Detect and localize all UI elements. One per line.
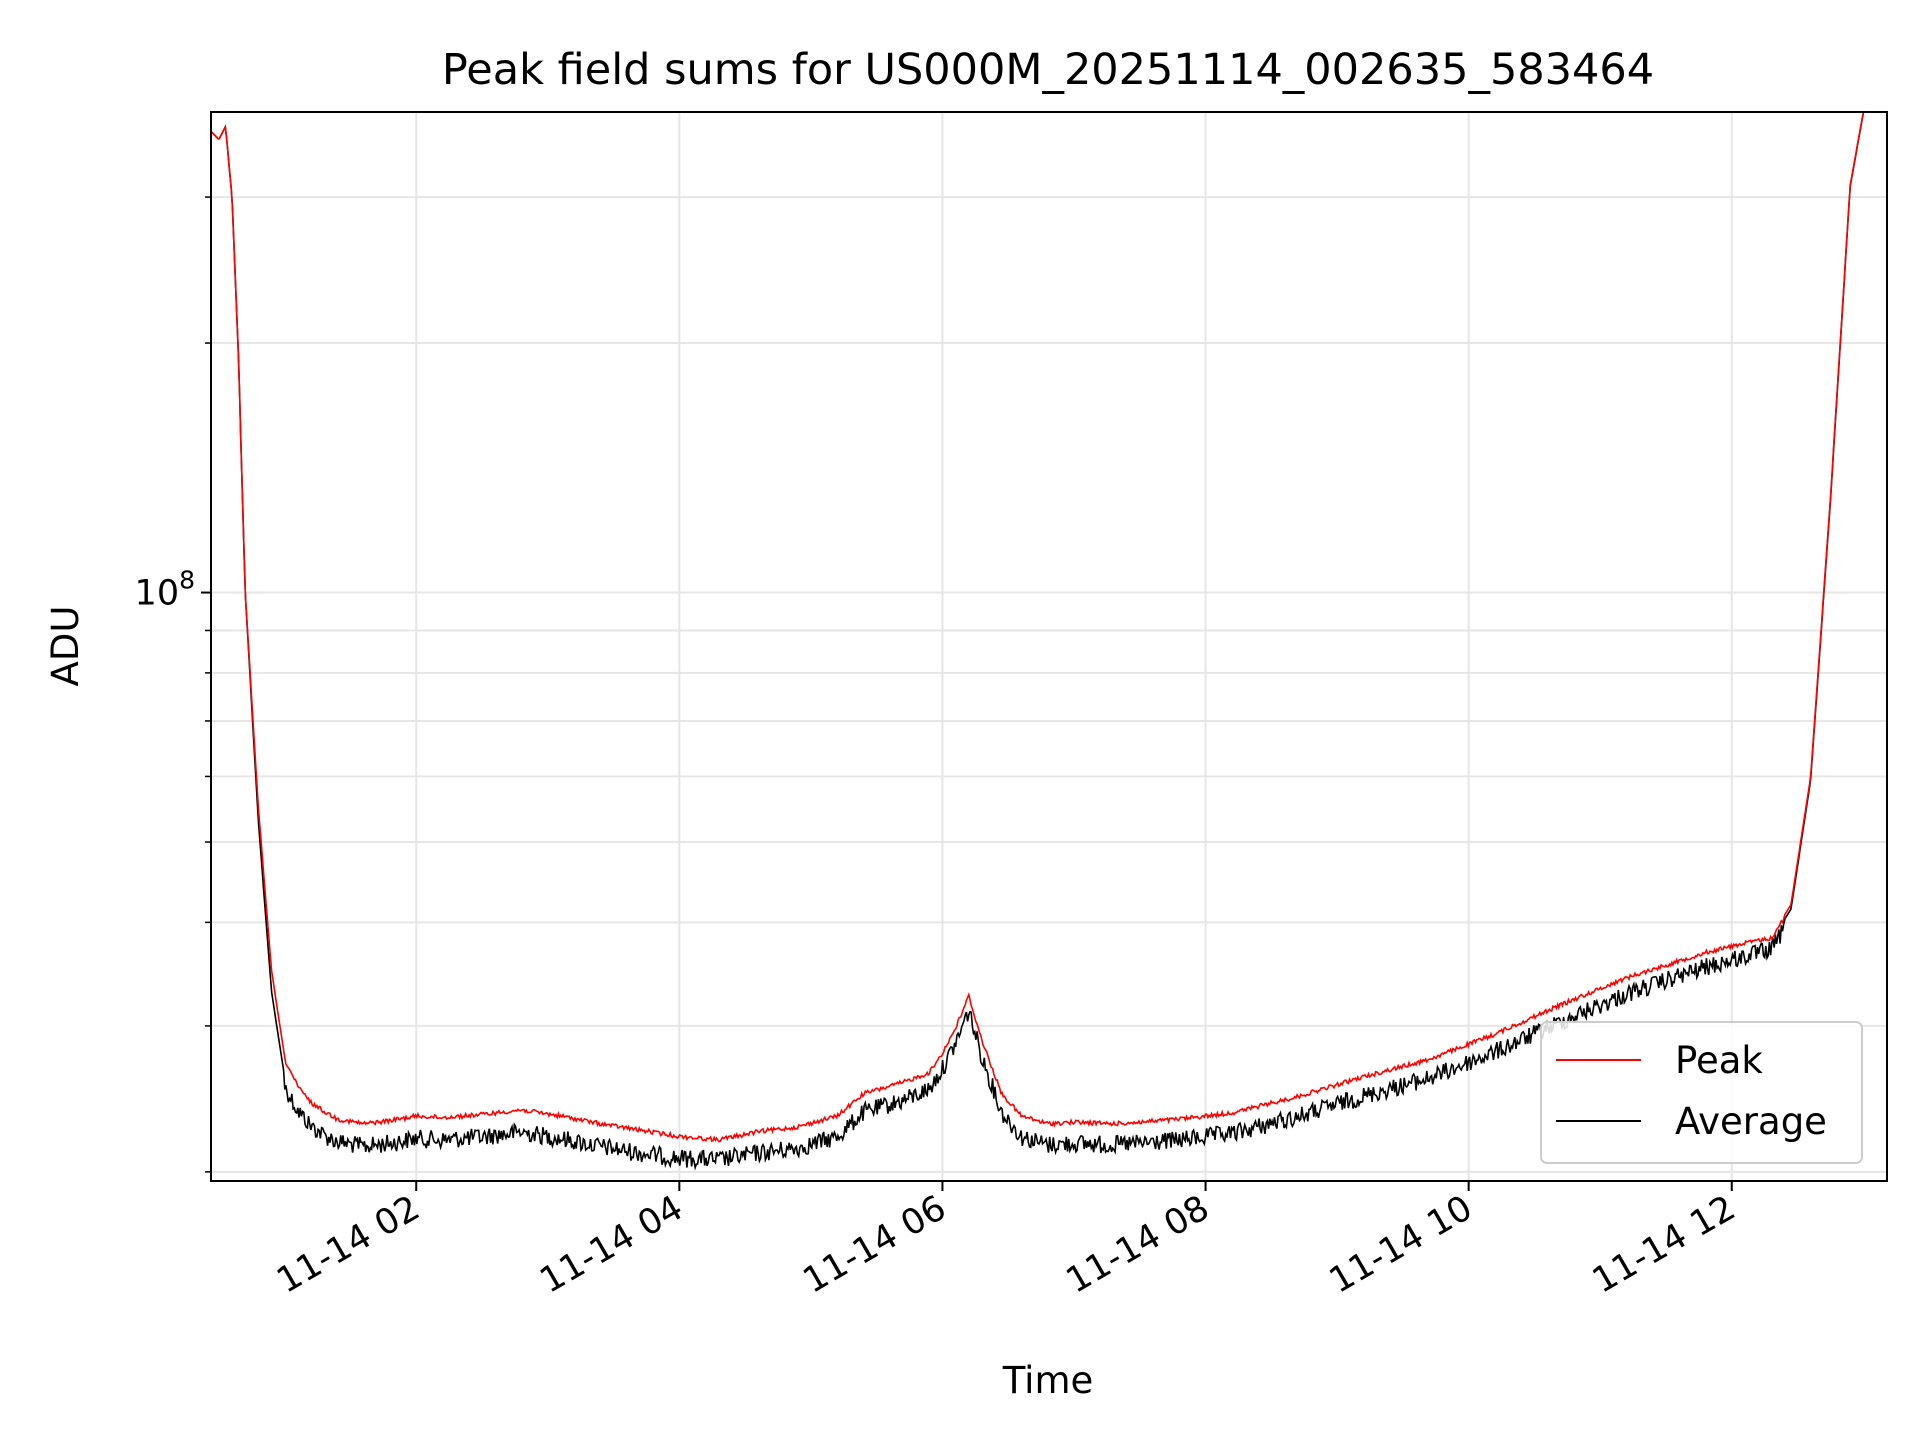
grid: [211, 112, 1887, 1181]
x-axis-label: Time: [1002, 1359, 1094, 1402]
legend: Peak Average: [1540, 1021, 1863, 1164]
series-peak-line: [210, 111, 1877, 1143]
plot-frame: [210, 111, 1888, 1182]
series-layer: [210, 111, 1877, 1171]
legend-label-average: Average: [1675, 1100, 1827, 1143]
series-average-line: [210, 111, 1877, 1171]
legend-box: [1540, 1021, 1863, 1164]
chart-title: Peak field sums for US000M_20251114_0026…: [442, 45, 1654, 95]
y-axis-label: ADU: [44, 606, 87, 687]
legend-label-peak: Peak: [1675, 1039, 1763, 1082]
